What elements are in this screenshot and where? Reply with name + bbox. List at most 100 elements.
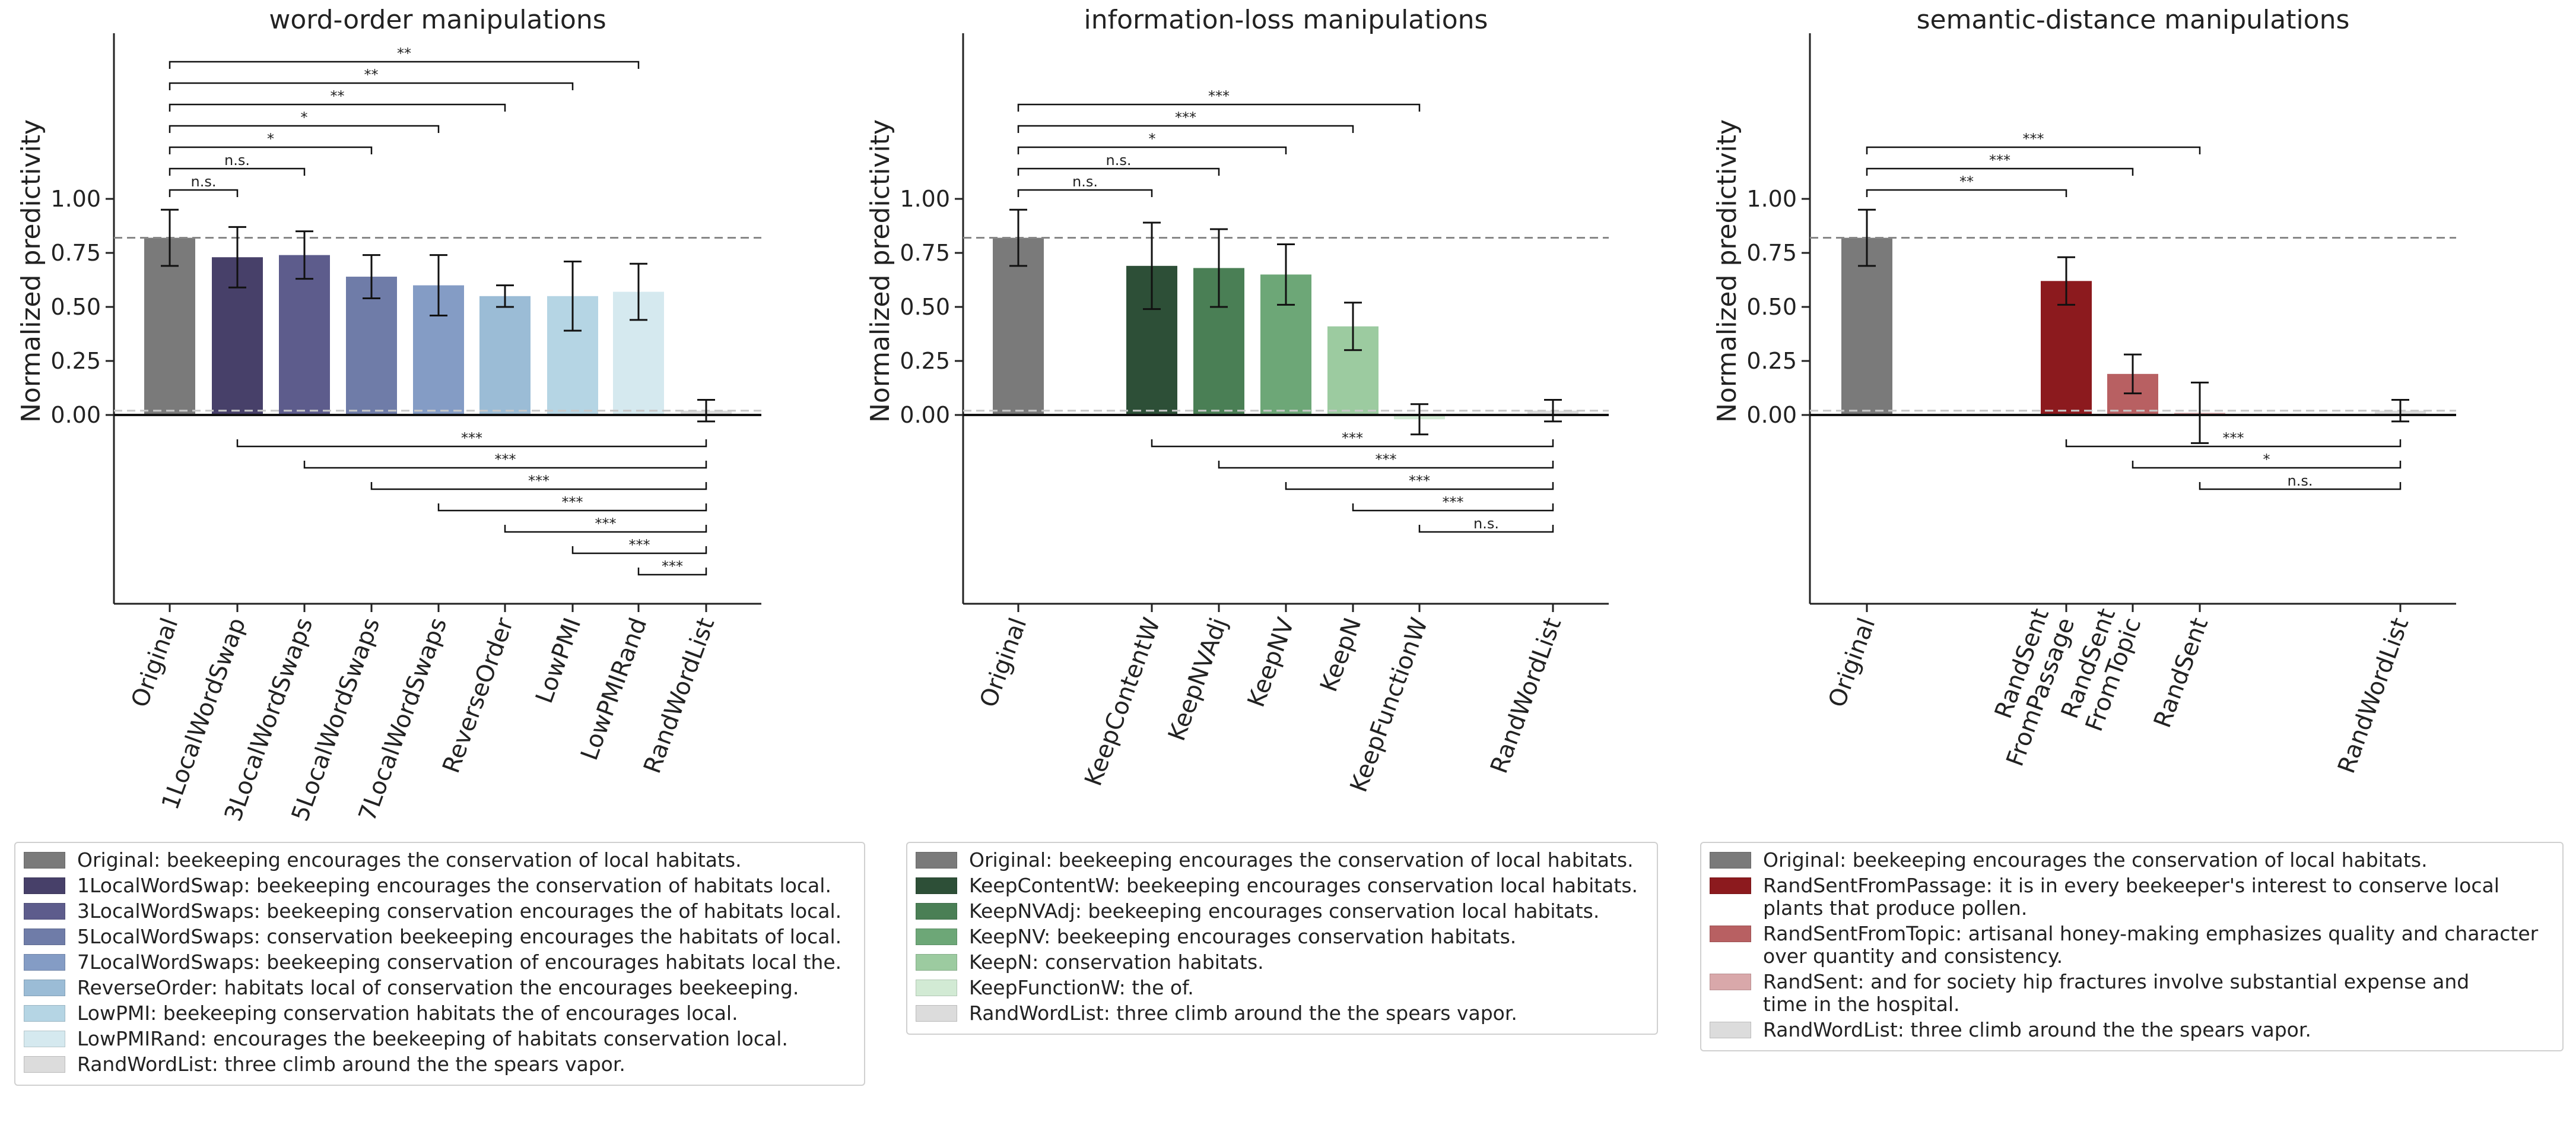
significance-label: * [1149, 131, 1156, 147]
legend-label: KeepContentW: beekeeping encourages cons… [969, 874, 1638, 897]
significance-bracket [1866, 189, 2067, 197]
legend-entry: KeepNV: beekeeping encourages conservati… [916, 926, 1648, 948]
legend-label: 1LocalWordSwap: beekeeping encourages th… [77, 874, 831, 897]
significance-bracket [437, 503, 707, 512]
legend-swatch [24, 852, 65, 869]
significance-bracket [1017, 146, 1287, 154]
x-tick-label-line: ReverseOrder [437, 614, 519, 777]
x-tick-label-line: KeepN [1315, 614, 1367, 696]
legend-label: KeepN: conservation habitats. [969, 950, 1264, 974]
legend-panel-2: Original: beekeeping encourages the cons… [906, 842, 1658, 1035]
significance-label: *** [528, 473, 549, 489]
chart-panel-3: semantic-distance manipulations Normalize… [1712, 5, 2456, 777]
legend-label: KeepNVAdj: beekeeping encourages conserv… [969, 899, 1600, 923]
legend-swatch [916, 877, 957, 894]
significance-label: ** [331, 88, 345, 104]
legend-entry: LowPMIRand: encourages the beekeeping of… [24, 1028, 856, 1050]
legend-entry: RandWordList: three climb around the the… [916, 1002, 1648, 1025]
x-tick-label-line: Original [1824, 614, 1881, 711]
y-tick-label: 1.00 [900, 186, 950, 212]
significance-bracket [1017, 167, 1220, 176]
significance-bracket [1418, 525, 1554, 533]
y-tick-label: 0.00 [1746, 402, 1797, 428]
significance-label: *** [662, 558, 683, 575]
x-tick-label-line: RandSent [2149, 614, 2213, 731]
legend-panel-1: Original: beekeeping encourages the cons… [14, 842, 865, 1086]
significance-bracket [169, 82, 574, 90]
legend-swatch [24, 1031, 65, 1047]
significance-label: n.s. [2288, 473, 2313, 489]
x-tick-label-line: KeepContentW [1079, 614, 1165, 790]
significance-label: *** [1342, 430, 1363, 446]
significance-bracket [169, 146, 373, 154]
x-tick-label: Original [975, 614, 1033, 711]
legend-entry: Original: beekeeping encourages the cons… [1710, 849, 2554, 872]
significance-bracket [236, 439, 707, 448]
legend-swatch [1710, 974, 1751, 990]
legend-label: LowPMIRand: encourages the beekeeping of… [77, 1027, 788, 1050]
legend-label: 7LocalWordSwaps: beekeeping conservation… [77, 950, 842, 974]
y-tick-label: 0.50 [50, 294, 101, 320]
legend-swatch [24, 877, 65, 894]
significance-bracket [1218, 461, 1554, 469]
legend-entry: Original: beekeeping encourages the cons… [24, 849, 856, 872]
legend-label: Original: beekeeping encourages the cons… [77, 848, 742, 872]
x-tick-label: Original [126, 614, 184, 711]
y-tick-label: 0.25 [1746, 348, 1797, 374]
legend-entry: KeepN: conservation habitats. [916, 951, 1648, 974]
legend-label: RandWordList: three climb around the the… [77, 1053, 625, 1076]
y-tick-label: 1.00 [50, 186, 101, 212]
y-tick-label: 0.75 [50, 240, 101, 266]
legend-entry: ReverseOrder: habitats local of conserva… [24, 977, 856, 999]
legend-entry: Original: beekeeping encourages the cons… [916, 849, 1648, 872]
panel-title: word-order manipulations [269, 5, 606, 35]
significance-label: n.s. [1473, 515, 1499, 532]
significance-label: n.s. [1072, 173, 1098, 190]
bar-Original [993, 237, 1044, 415]
legend-swatch [916, 852, 957, 869]
y-axis-label: Normalized predictivity [865, 119, 895, 423]
legend-swatch [1710, 1022, 1751, 1038]
significance-bracket [169, 189, 239, 197]
significance-label: *** [1376, 451, 1397, 468]
y-tick-label: 0.25 [900, 348, 950, 374]
significance-label: *** [629, 537, 650, 553]
significance-label: ** [397, 45, 411, 62]
panel-title: information-loss manipulations [1084, 5, 1488, 35]
significance-bracket [1866, 146, 2201, 154]
x-tick-label: KeepNV [1243, 614, 1300, 711]
y-tick-label: 0.75 [1746, 240, 1797, 266]
x-tick-label: RandWordList [1485, 614, 1567, 777]
legend-entry: LowPMI: beekeeping conservation habitats… [24, 1002, 856, 1025]
legend-label: KeepFunctionW: the of. [969, 976, 1194, 999]
legend-swatch [916, 928, 957, 945]
x-tick-label: LowPMI [531, 614, 586, 707]
x-tick-label-line: LowPMI [531, 614, 586, 707]
significance-bracket [1866, 167, 2134, 176]
legend-label: RandSentFromPassage: it is in every beek… [1763, 874, 2499, 920]
significance-bracket [370, 482, 707, 490]
significance-bracket [504, 525, 707, 533]
legend-entry: RandSentFromPassage: it is in every beek… [1710, 874, 2554, 920]
significance-label: *** [562, 494, 583, 511]
x-tick-label: KeepN [1315, 614, 1367, 696]
legend-swatch [24, 928, 65, 945]
y-tick-label: 0.50 [1746, 294, 1797, 320]
legend-label: ReverseOrder: habitats local of conserva… [77, 976, 799, 999]
bar-3LocalWordSwaps [279, 255, 330, 415]
legend-swatch [916, 954, 957, 971]
legend-entry: 3LocalWordSwaps: beekeeping conservation… [24, 900, 856, 923]
legend-entry: RandWordList: three climb around the the… [1710, 1019, 2554, 1041]
x-tick-label: LowPMIRand [576, 614, 652, 764]
legend-swatch [916, 903, 957, 920]
significance-label: * [2263, 451, 2270, 468]
x-tick-label-line: Original [975, 614, 1033, 711]
significance-bracket [1017, 125, 1354, 133]
legend-entry: RandSent: and for society hip fractures … [1710, 971, 2554, 1016]
significance-bracket [2132, 461, 2402, 469]
legend-panel-3: Original: beekeeping encourages the cons… [1700, 842, 2564, 1051]
x-tick-label-line: KeepNVAdj [1163, 614, 1233, 744]
x-tick-label: KeepContentW [1079, 614, 1165, 790]
significance-label: *** [1208, 88, 1230, 104]
legend-label: LowPMI: beekeeping conservation habitats… [77, 1002, 738, 1025]
